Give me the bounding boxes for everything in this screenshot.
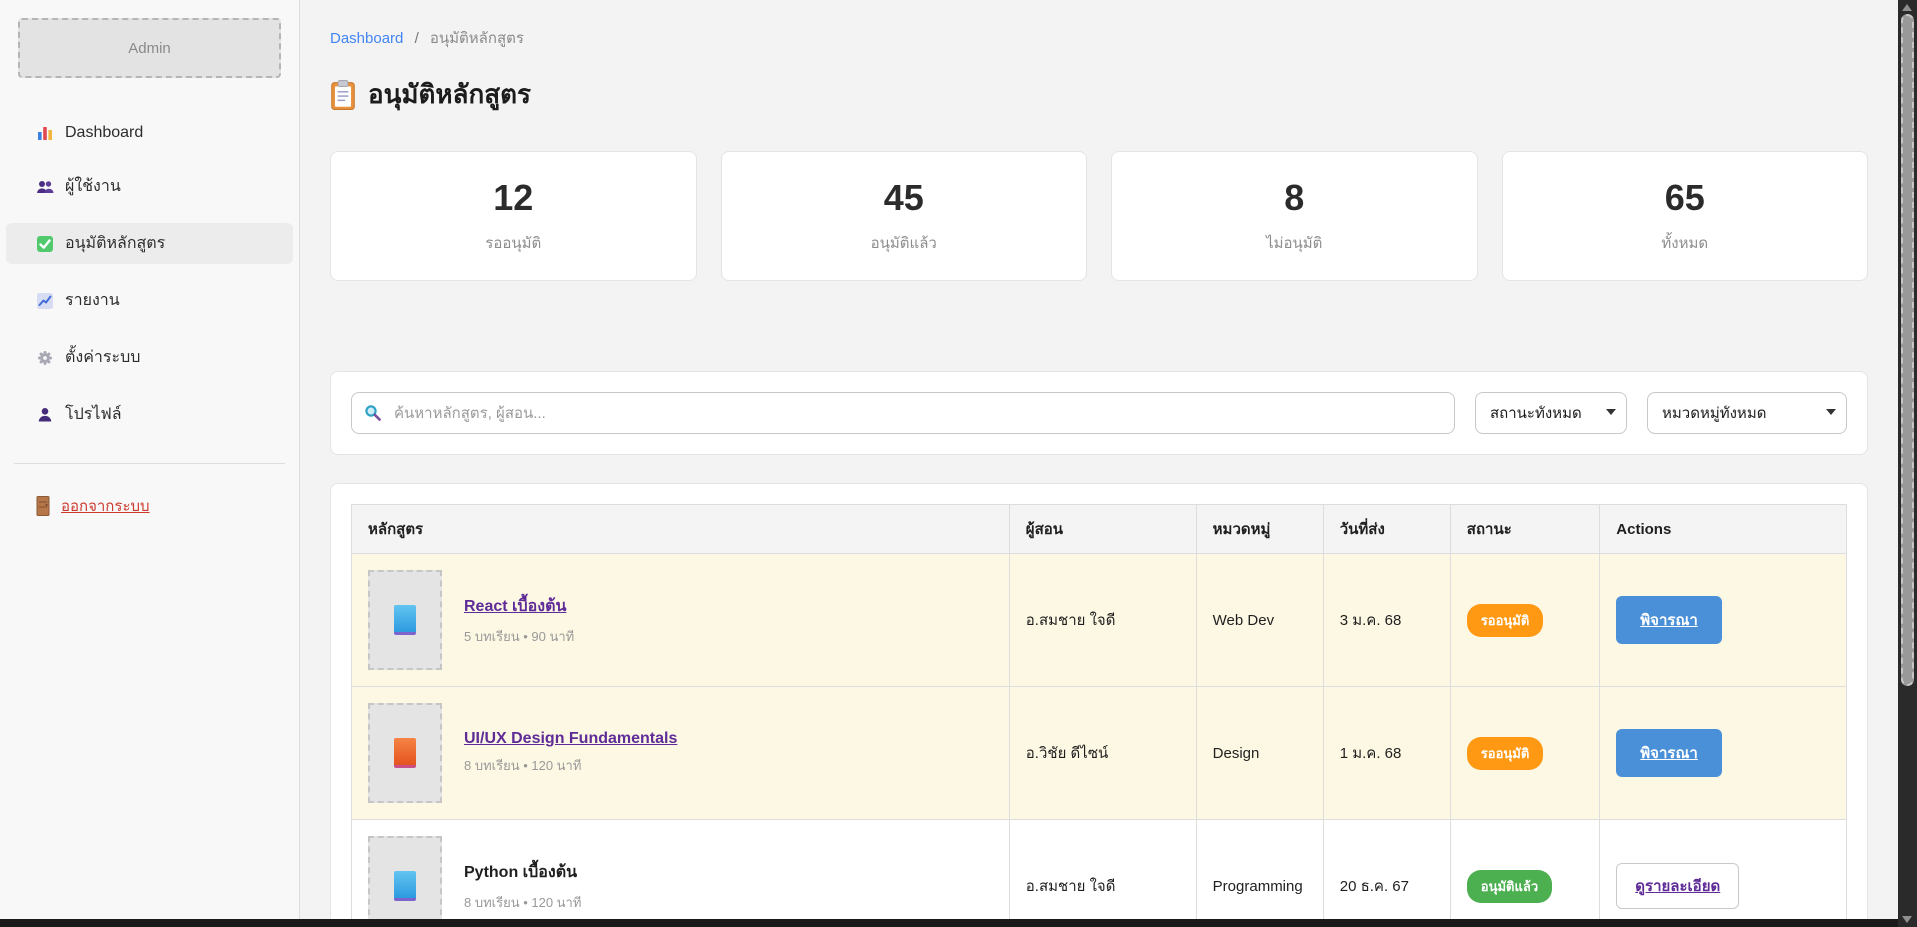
status-filter-wrap: สถานะทั้งหมด: [1475, 392, 1627, 434]
gear-icon: [38, 350, 52, 365]
table-row: React เบื้องต้น 5 บทเรียน • 90 นาที อ.สม…: [351, 553, 1847, 687]
instructor-cell: อ.สมชาย ใจดี: [1008, 553, 1197, 687]
sidebar: Admin Dashboard ผู้ใช้งาน อนุมัติหลักสูต…: [0, 0, 300, 927]
table-row: Python เบื้องต้น 8 บทเรียน • 120 นาที อ.…: [351, 819, 1847, 927]
brand-box: Admin: [18, 18, 281, 78]
breadcrumb-separator: /: [414, 30, 419, 47]
stat-value: 8: [1284, 177, 1305, 218]
breadcrumb-dashboard-link[interactable]: Dashboard: [330, 30, 404, 47]
sidebar-item-label: อนุมัติหลักสูตร: [65, 235, 166, 252]
sidebar-item-label: ผู้ใช้งาน: [65, 178, 121, 195]
brand-label: Admin: [128, 39, 171, 57]
category-cell: Web Dev: [1195, 553, 1324, 687]
review-button[interactable]: พิจารณา: [1616, 596, 1722, 644]
sidebar-item-label: ตั้งค่าระบบ: [65, 349, 141, 366]
stat-label: ทั้งหมด: [1661, 235, 1709, 252]
breadcrumb: Dashboard / อนุมัติหลักสูตร: [330, 26, 1868, 50]
category-cell: Programming: [1195, 819, 1324, 927]
sidebar-divider: [14, 463, 285, 464]
courses-table: หลักสูตร ผู้สอน หมวดหมู่ วันที่ส่ง สถานะ…: [351, 504, 1847, 927]
stat-card-rejected: 8 ไม่อนุมัติ: [1111, 151, 1478, 281]
search-field-wrap: [351, 392, 1455, 434]
instructor-cell: อ.สมชาย ใจดี: [1008, 819, 1197, 927]
stat-card-total: 65 ทั้งหมด: [1501, 151, 1868, 281]
person-icon: [38, 407, 52, 421]
check-box-icon: [37, 235, 53, 252]
stat-label: อนุมัติแล้ว: [870, 235, 937, 252]
blue-book-icon: [394, 871, 416, 901]
stat-label: รออนุมัติ: [485, 235, 542, 252]
course-thumbnail: [368, 570, 442, 670]
courses-table-panel: หลักสูตร ผู้สอน หมวดหมู่ วันที่ส่ง สถานะ…: [330, 483, 1868, 927]
sidebar-item-label: โปรไฟล์: [65, 406, 122, 423]
sidebar-item-course-approval[interactable]: อนุมัติหลักสูตร: [6, 223, 293, 264]
filter-panel: สถานะทั้งหมด หมวดหมู่ทั้งหมด: [330, 371, 1868, 455]
scroll-down-arrow-icon[interactable]: [1902, 916, 1912, 923]
sidebar-item-users[interactable]: ผู้ใช้งาน: [6, 166, 293, 207]
search-input[interactable]: [351, 392, 1455, 434]
sidebar-item-dashboard[interactable]: Dashboard: [6, 116, 293, 150]
category-filter-wrap: หมวดหมู่ทั้งหมด: [1647, 392, 1847, 434]
course-meta: 8 บทเรียน • 120 นาที: [464, 758, 582, 773]
sidebar-nav: Dashboard ผู้ใช้งาน อนุมัติหลักสูตร รายง…: [6, 116, 293, 435]
window-bottom-edge: [0, 919, 1898, 927]
clipboard-icon: [331, 79, 355, 110]
door-icon: [36, 496, 50, 516]
status-badge: อนุมัติแล้ว: [1466, 869, 1553, 903]
stat-label: ไม่อนุมัติ: [1266, 235, 1323, 252]
users-icon: [37, 180, 54, 193]
category-cell: Design: [1195, 686, 1324, 820]
course-meta: 5 บทเรียน • 90 นาที: [464, 628, 575, 644]
header-category: หมวดหมู่: [1195, 504, 1324, 554]
course-title-link[interactable]: UI/UX Design Fundamentals: [464, 730, 678, 747]
main-content: Dashboard / อนุมัติหลักสูตร อนุมัติหลักส…: [300, 0, 1917, 927]
sidebar-item-label: Dashboard: [65, 124, 144, 141]
bar-chart-icon: [38, 127, 52, 140]
orange-book-icon: [394, 738, 416, 768]
date-cell: 20 ธ.ค. 67: [1322, 819, 1451, 927]
header-actions: Actions: [1599, 504, 1847, 554]
course-thumbnail: [368, 703, 442, 803]
details-button[interactable]: ดูรายละเอียด: [1616, 863, 1740, 909]
status-badge: รออนุมัติ: [1466, 736, 1544, 770]
date-cell: 1 ม.ค. 68: [1322, 686, 1451, 820]
stat-card-pending: 12 รออนุมัติ: [330, 151, 697, 281]
sidebar-item-profile[interactable]: โปรไฟล์: [6, 394, 293, 435]
scrollbar-thumb[interactable]: [1901, 14, 1914, 686]
page-title-row: อนุมัติหลักสูตร: [330, 74, 1868, 115]
vertical-scrollbar[interactable]: [1898, 0, 1917, 927]
review-button[interactable]: พิจารณา: [1616, 729, 1722, 777]
logout-link[interactable]: ออกจากระบบ: [18, 490, 281, 522]
header-instructor: ผู้สอน: [1008, 504, 1197, 554]
course-title: Python เบื้องต้น: [464, 863, 578, 881]
search-icon: [365, 405, 381, 421]
table-header-row: หลักสูตร ผู้สอน หมวดหมู่ วันที่ส่ง สถานะ…: [351, 504, 1847, 554]
trend-chart-icon: [37, 292, 53, 309]
scroll-up-arrow-icon[interactable]: [1902, 4, 1912, 11]
date-cell: 3 ม.ค. 68: [1322, 553, 1451, 687]
stat-value: 12: [493, 177, 534, 218]
sidebar-item-reports[interactable]: รายงาน: [6, 280, 293, 321]
page-title: อนุมัติหลักสูตร: [368, 79, 531, 109]
course-title-link[interactable]: React เบื้องต้น: [464, 597, 567, 615]
stat-card-approved: 45 อนุมัติแล้ว: [720, 151, 1087, 281]
sidebar-item-label: รายงาน: [65, 292, 120, 309]
sidebar-item-settings[interactable]: ตั้งค่าระบบ: [6, 337, 293, 378]
table-row: UI/UX Design Fundamentals 8 บทเรียน • 12…: [351, 686, 1847, 820]
status-filter-select[interactable]: สถานะทั้งหมด: [1475, 392, 1627, 434]
stat-cards: 12 รออนุมัติ 45 อนุมัติแล้ว 8 ไม่อนุมัติ…: [330, 151, 1868, 281]
header-course: หลักสูตร: [351, 504, 1010, 554]
course-thumbnail: [368, 836, 442, 927]
stat-value: 65: [1664, 177, 1705, 218]
header-date: วันที่ส่ง: [1322, 504, 1451, 554]
header-status: สถานะ: [1449, 504, 1601, 554]
category-filter-select[interactable]: หมวดหมู่ทั้งหมด: [1647, 392, 1847, 434]
stat-value: 45: [883, 177, 924, 218]
logout-label: ออกจากระบบ: [61, 498, 150, 515]
blue-book-icon: [394, 605, 416, 635]
breadcrumb-current: อนุมัติหลักสูตร: [429, 30, 524, 47]
status-badge: รออนุมัติ: [1466, 603, 1544, 637]
instructor-cell: อ.วิชัย ดีไซน์: [1008, 686, 1197, 820]
course-meta: 8 บทเรียน • 120 นาที: [464, 894, 582, 910]
